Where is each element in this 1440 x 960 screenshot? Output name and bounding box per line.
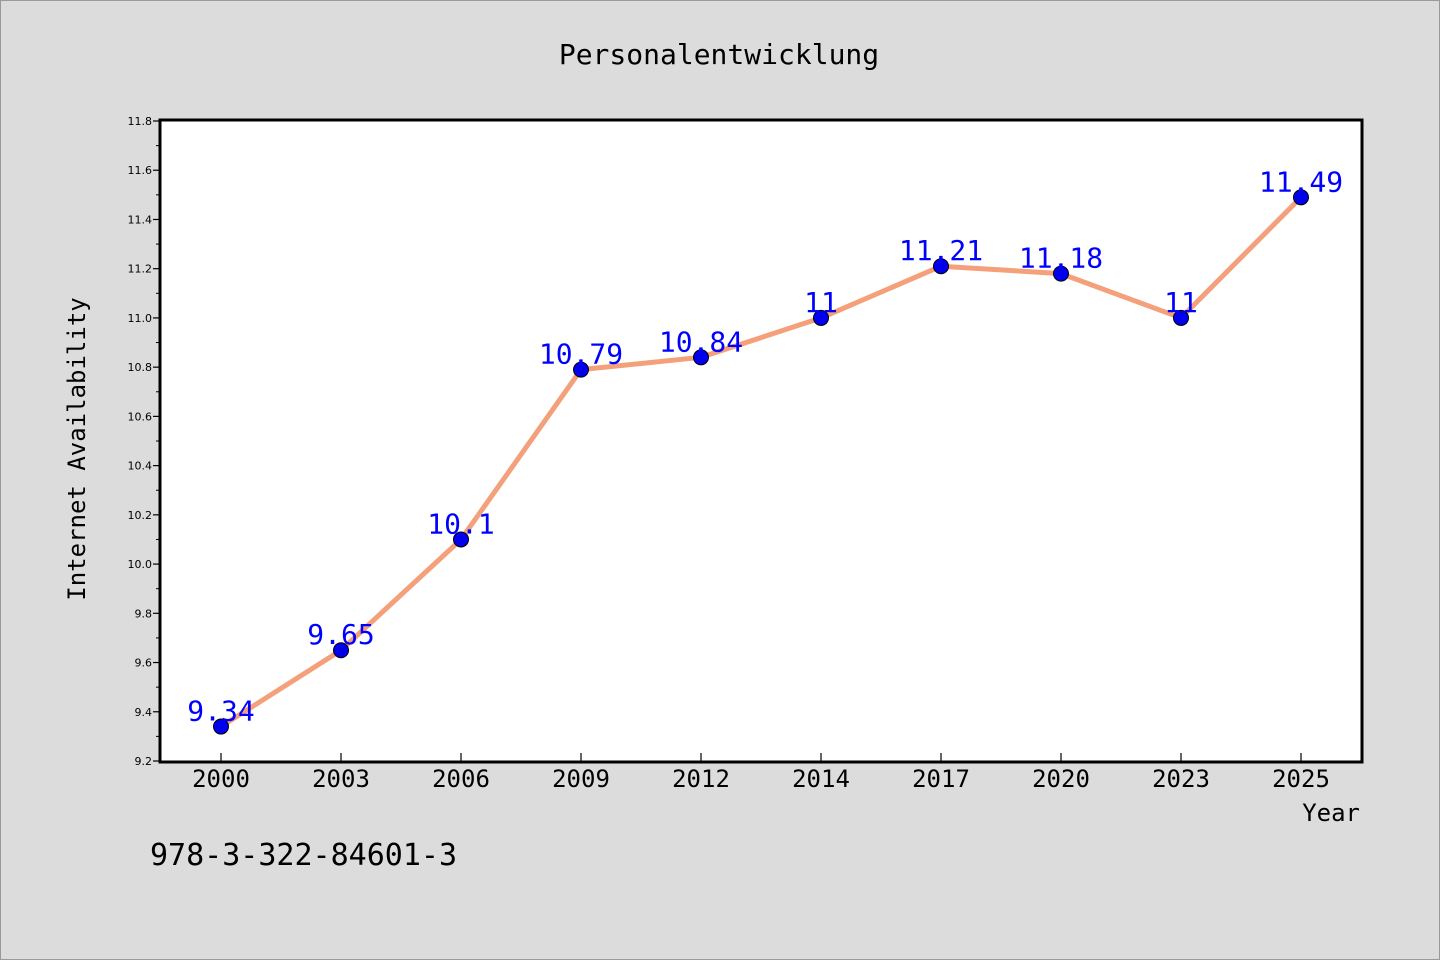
data-label: 10.84 (659, 325, 743, 358)
data-labels: 9.34 9.65 10.1 10.79 10.84 11 11.21 11.18 11 11.4… (187, 165, 1343, 727)
data-point (693, 349, 709, 366)
data-label: 10.79 (539, 338, 623, 371)
y-tick-label: 11.0 (128, 312, 153, 325)
data-label: 9.65 (307, 618, 374, 651)
plot-area (158, 118, 1364, 764)
y-tick-label: 10.4 (128, 460, 153, 473)
data-label: 10.1 (427, 507, 494, 540)
data-label: 11 (804, 286, 838, 319)
y-tick-label: 10.6 (128, 410, 153, 423)
y-tick-label: 9.6 (135, 657, 153, 670)
chart-title: Personalentwicklung (559, 38, 879, 71)
data-label: 11.21 (899, 234, 983, 267)
data-label: 11.18 (1019, 242, 1103, 275)
series-line (218, 194, 1304, 730)
data-point (1053, 265, 1069, 282)
data-point (333, 642, 349, 659)
footer-text: 978-3-322-84601-3 (150, 838, 457, 873)
x-tick-label: 2025 (1272, 765, 1330, 793)
y-tick-label: 11.2 (128, 263, 153, 276)
x-axis-label: Year (1302, 799, 1360, 827)
y-tick-label: 11.8 (128, 115, 153, 128)
x-tick-label: 2017 (912, 765, 970, 793)
series-markers (213, 189, 1309, 735)
y-tick-label: 10.2 (128, 509, 153, 522)
y-axis: 9.2 9.4 9.6 9.8 10.0 10.2 10.4 10.6 10.8 11.0 11.2… (128, 115, 161, 768)
series-polyline (218, 194, 1304, 730)
x-tick-label: 2023 (1152, 765, 1210, 793)
y-axis-label: Internet Availability (63, 297, 91, 600)
data-point (1293, 189, 1309, 206)
data-label: 9.34 (187, 695, 254, 728)
x-tick-label: 2020 (1032, 765, 1090, 793)
x-tick-label: 2006 (432, 765, 490, 793)
y-tick-label: 10.8 (128, 361, 153, 374)
data-point (933, 258, 949, 275)
data-point (453, 531, 469, 548)
y-tick-label: 10.0 (128, 558, 153, 571)
x-axis: 2000 2003 2006 2009 2012 2014 2017 2020 2023 2025 (192, 753, 1330, 793)
x-tick-label: 2003 (312, 765, 370, 793)
x-tick-label: 2000 (192, 765, 250, 793)
y-tick-label: 9.2 (135, 755, 153, 768)
x-tick-label: 2014 (792, 765, 850, 793)
y-tick-label: 11.4 (128, 213, 153, 226)
data-point (813, 309, 829, 326)
data-point (213, 718, 229, 735)
y-tick-label: 9.8 (135, 607, 153, 620)
y-tick-label: 9.4 (135, 706, 153, 719)
x-tick-label: 2009 (552, 765, 610, 793)
data-point (573, 361, 589, 378)
data-point (1173, 309, 1189, 326)
data-label: 11 (1164, 286, 1198, 319)
data-label: 11.49 (1259, 165, 1343, 198)
x-tick-label: 2012 (672, 765, 730, 793)
y-tick-label: 11.6 (128, 164, 153, 177)
